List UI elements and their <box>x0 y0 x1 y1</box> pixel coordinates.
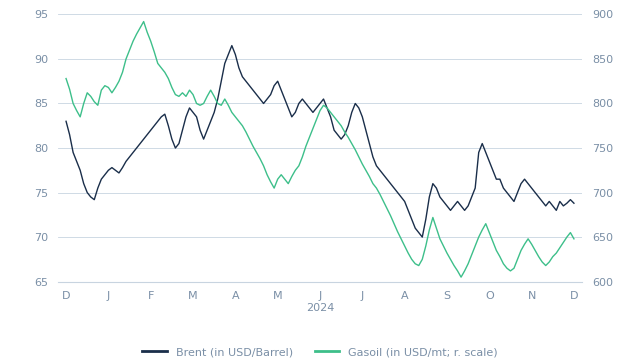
X-axis label: 2024: 2024 <box>306 303 334 313</box>
Legend: Brent (in USD/Barrel), Gasoil (in USD/mt; r. scale): Brent (in USD/Barrel), Gasoil (in USD/mt… <box>138 343 502 361</box>
